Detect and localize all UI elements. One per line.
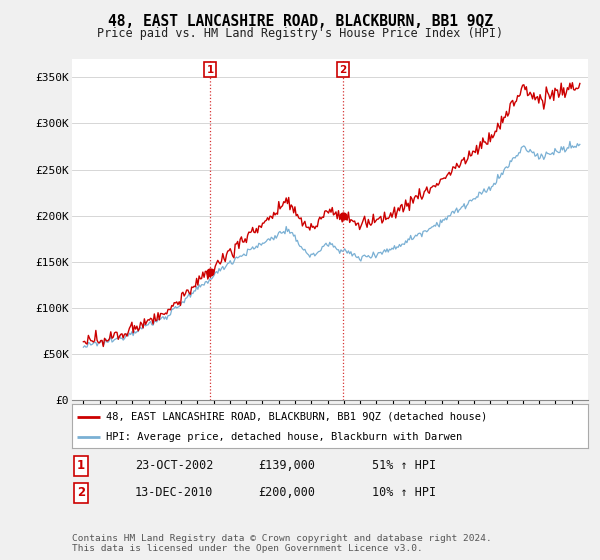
Text: 48, EAST LANCASHIRE ROAD, BLACKBURN, BB1 9QZ: 48, EAST LANCASHIRE ROAD, BLACKBURN, BB1… [107, 14, 493, 29]
Text: 13-DEC-2010: 13-DEC-2010 [135, 486, 214, 500]
Text: HPI: Average price, detached house, Blackburn with Darwen: HPI: Average price, detached house, Blac… [106, 432, 462, 442]
Text: £139,000: £139,000 [258, 459, 315, 473]
Text: 1: 1 [206, 65, 214, 75]
Text: 48, EAST LANCASHIRE ROAD, BLACKBURN, BB1 9QZ (detached house): 48, EAST LANCASHIRE ROAD, BLACKBURN, BB1… [106, 412, 487, 422]
Text: 51% ↑ HPI: 51% ↑ HPI [372, 459, 436, 473]
Text: 2: 2 [340, 65, 347, 75]
Text: 10% ↑ HPI: 10% ↑ HPI [372, 486, 436, 500]
Text: 1: 1 [77, 459, 85, 473]
Text: 23-OCT-2002: 23-OCT-2002 [135, 459, 214, 473]
Text: £200,000: £200,000 [258, 486, 315, 500]
Text: 2: 2 [77, 486, 85, 500]
Text: Contains HM Land Registry data © Crown copyright and database right 2024.
This d: Contains HM Land Registry data © Crown c… [72, 534, 492, 553]
Text: Price paid vs. HM Land Registry's House Price Index (HPI): Price paid vs. HM Land Registry's House … [97, 27, 503, 40]
